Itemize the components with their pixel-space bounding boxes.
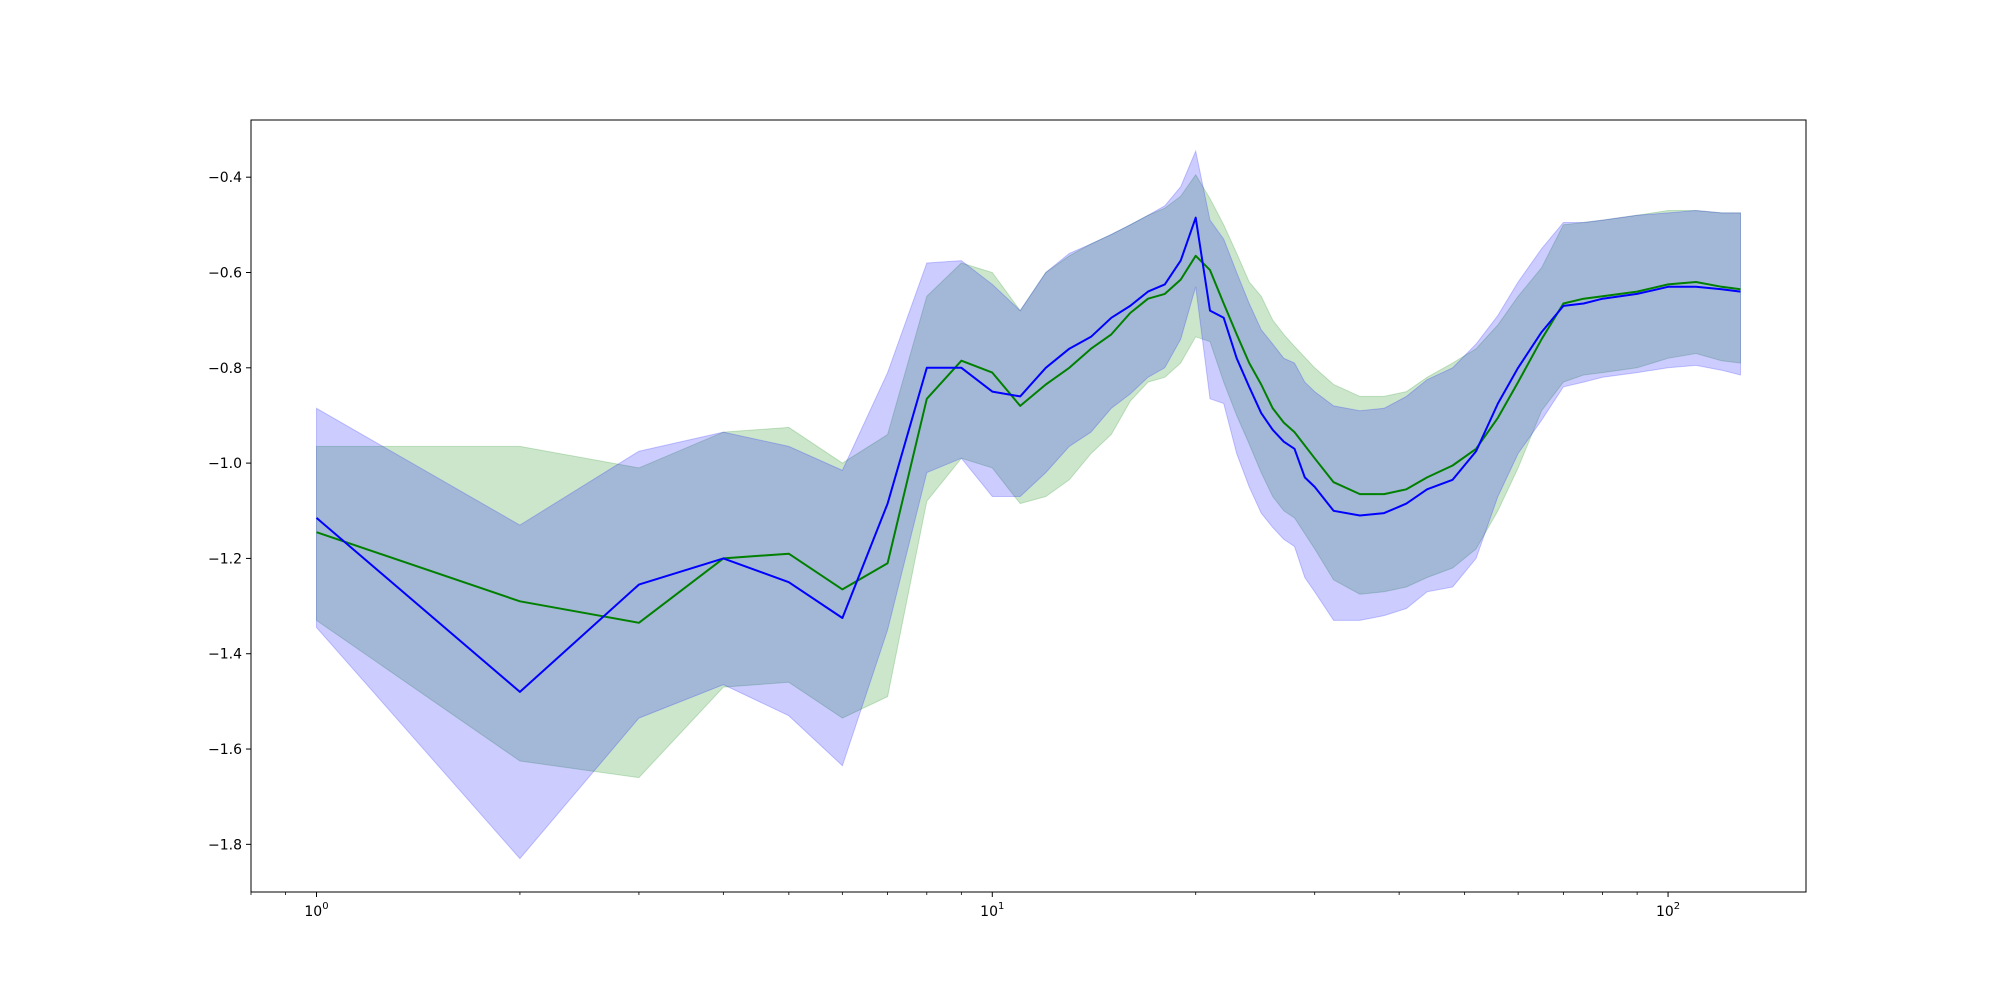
y-tick-label: −1.2	[208, 551, 242, 567]
y-tick-label: −0.6	[208, 265, 242, 281]
series-lines	[315, 216, 1741, 693]
y-tick-label: −1.0	[208, 456, 242, 472]
y-tick-label: −1.6	[208, 742, 242, 758]
x-tick-label: 102	[1656, 901, 1680, 920]
x-tick-exponent: 2	[1674, 901, 1680, 912]
x-tick-label: 100	[304, 901, 328, 920]
series-0-band	[316, 173, 1741, 779]
series-0-line	[316, 254, 1741, 624]
x-tick-label: 101	[980, 901, 1004, 920]
series-1-line	[315, 216, 1741, 693]
plot-frame	[250, 119, 1807, 893]
confidence-bands	[316, 149, 1741, 860]
x-tick-exponent: 1	[998, 901, 1004, 912]
x-axis: 100 101 102	[250, 892, 1680, 920]
x-tick-base: 10	[980, 904, 998, 920]
x-tick-base: 10	[304, 904, 322, 920]
x-tick-exponent: 0	[322, 901, 328, 912]
series-1-band	[316, 149, 1741, 860]
y-axis: −0.4 −0.6 −0.8 −1.0 −1.2 −1.4 −1.6 −1.8	[208, 170, 251, 853]
y-tick-label: −0.8	[208, 361, 242, 377]
y-tick-label: −0.4	[208, 170, 242, 186]
y-tick-label: −1.4	[208, 647, 242, 663]
x-tick-base: 10	[1656, 904, 1674, 920]
y-tick-label: −1.8	[208, 837, 242, 853]
